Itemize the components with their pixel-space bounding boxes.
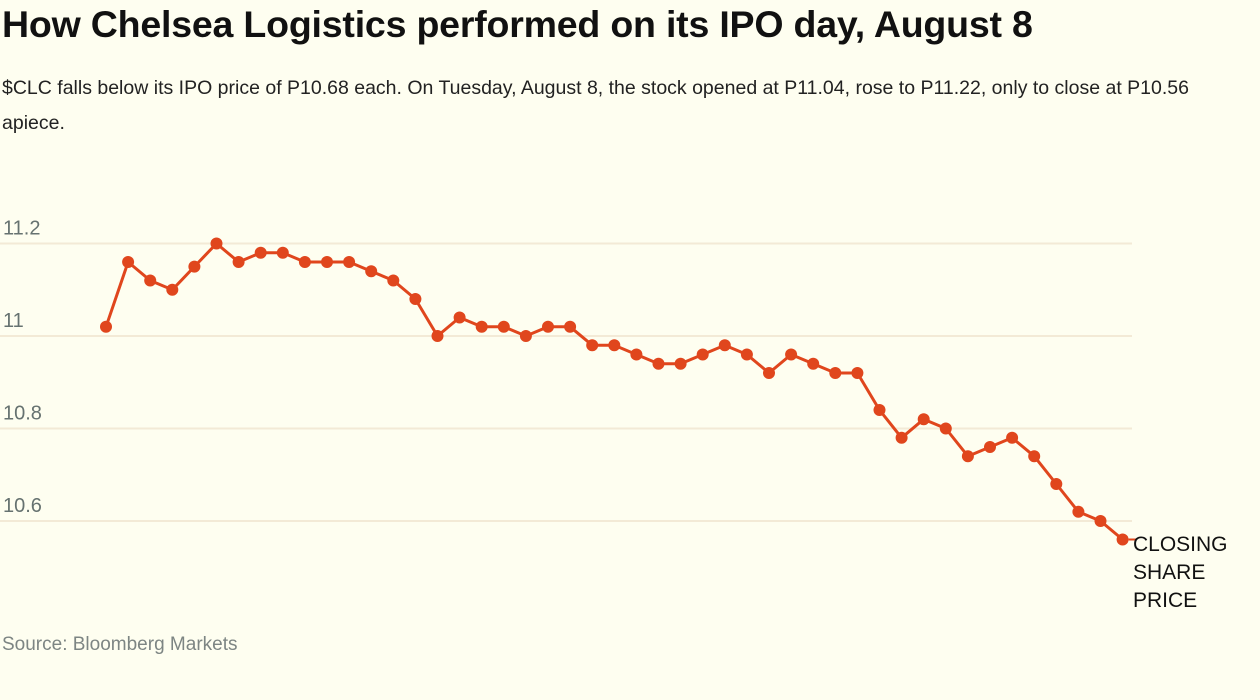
data-point — [122, 256, 135, 268]
data-point — [740, 348, 753, 361]
data-point — [763, 367, 775, 379]
data-point — [586, 339, 599, 352]
data-point — [674, 357, 687, 370]
data-point — [188, 260, 201, 273]
data-point — [276, 246, 289, 259]
chart-subtitle: $CLC falls below its IPO price of P10.68… — [2, 77, 1189, 134]
data-point — [1028, 450, 1041, 463]
series-closing-share-price — [100, 237, 1129, 546]
data-point — [298, 256, 311, 268]
data-point — [785, 348, 798, 361]
data-point — [343, 256, 356, 268]
data-point — [807, 357, 820, 370]
series-label-line: PRICE — [1133, 589, 1197, 612]
series-label-line: CLOSING — [1133, 533, 1228, 556]
data-point — [873, 404, 886, 416]
data-point — [961, 450, 974, 463]
data-point — [1072, 505, 1085, 518]
series-line — [104, 242, 1124, 541]
data-point — [254, 246, 267, 259]
data-point — [917, 413, 930, 426]
data-point — [453, 311, 466, 324]
data-point — [100, 320, 112, 333]
data-point — [387, 274, 400, 287]
series-label: CLOSING SHARE PRICE — [1128, 533, 1228, 612]
data-point — [895, 431, 908, 444]
y-axis-ticks: 11.2 11 10.8 10.6 — [3, 218, 42, 518]
y-tick-label: 10.6 — [3, 495, 42, 517]
data-point — [696, 348, 709, 361]
chart-title: How Chelsea Logistics performed on its I… — [2, 3, 1033, 45]
data-point — [519, 330, 532, 342]
data-point — [431, 330, 444, 342]
data-point — [475, 320, 488, 333]
data-point — [232, 256, 245, 268]
data-point — [718, 339, 731, 352]
data-point — [542, 320, 554, 333]
data-point — [851, 367, 864, 379]
data-point — [984, 441, 996, 453]
y-tick-label: 11.2 — [3, 218, 40, 240]
data-point — [630, 348, 643, 361]
data-point — [1006, 431, 1019, 444]
y-tick-label: 11 — [3, 310, 24, 332]
data-point — [564, 320, 577, 333]
data-point — [409, 293, 422, 305]
source-note: Source: Bloomberg Markets — [2, 634, 238, 655]
data-point — [497, 320, 510, 333]
data-point — [1116, 533, 1129, 546]
data-point — [829, 367, 842, 379]
data-point — [144, 274, 157, 287]
data-point — [210, 237, 223, 250]
data-point — [652, 357, 665, 370]
data-point — [608, 339, 621, 352]
data-point — [321, 256, 333, 268]
data-point — [939, 422, 952, 435]
data-point — [1094, 515, 1107, 527]
y-tick-label: 10.8 — [3, 403, 42, 425]
series-label-line: SHARE — [1133, 561, 1205, 584]
data-point — [365, 265, 378, 278]
data-point — [166, 283, 179, 296]
data-point — [1050, 478, 1063, 490]
